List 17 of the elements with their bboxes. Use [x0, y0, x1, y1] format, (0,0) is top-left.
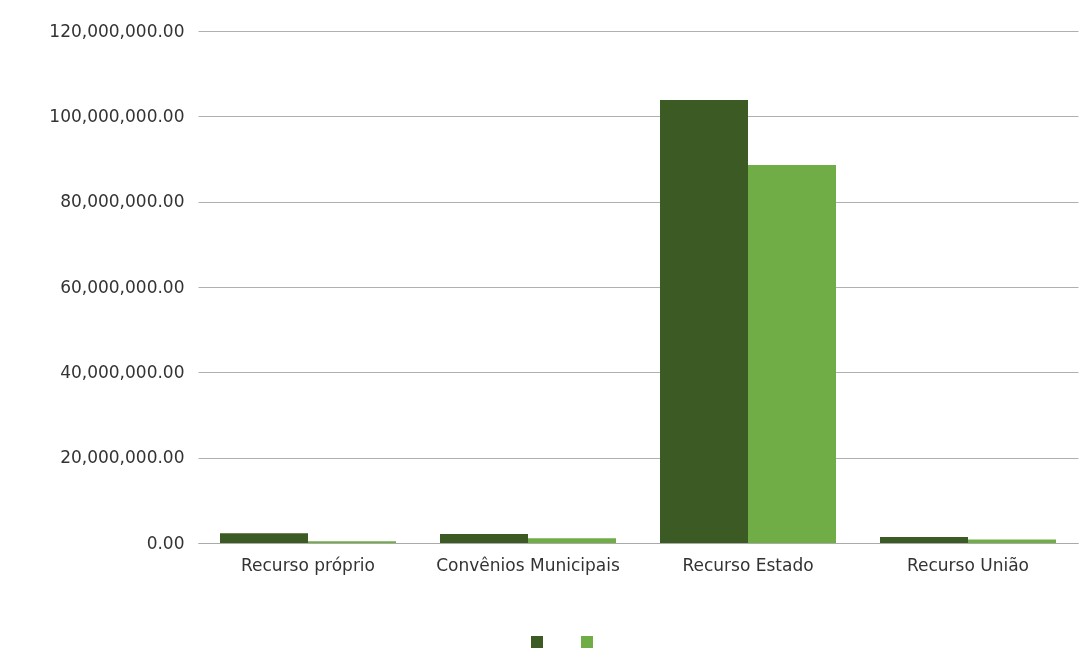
- y-tick-label: 0.00: [146, 532, 185, 553]
- y-tick-label: 60,000,000.00: [60, 276, 185, 297]
- y-tick-label: 20,000,000.00: [60, 447, 185, 468]
- x-tick-label: Convênios Municipais: [436, 554, 620, 575]
- y-tick-label: 120,000,000.00: [49, 20, 185, 41]
- y-tick-label: 100,000,000.00: [49, 105, 185, 126]
- bar: [220, 533, 308, 543]
- x-tick-label: Recurso Estado: [682, 554, 814, 575]
- bar: [528, 538, 616, 543]
- y-tick-label: 40,000,000.00: [60, 361, 185, 382]
- bar: [880, 537, 968, 543]
- bar: [660, 100, 748, 543]
- x-tick-label: Recurso próprio: [241, 554, 375, 575]
- bar: [748, 164, 836, 543]
- y-tick-label: 80,000,000.00: [60, 191, 185, 212]
- bar: [440, 534, 528, 543]
- x-tick-label: Recurso União: [906, 554, 1030, 575]
